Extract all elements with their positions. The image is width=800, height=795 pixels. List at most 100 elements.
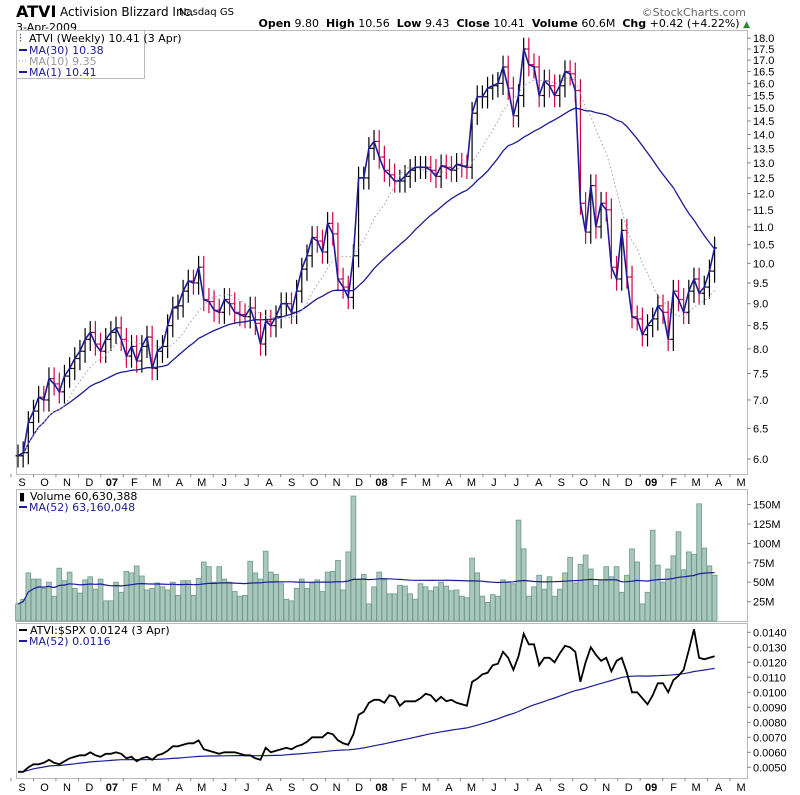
volume-axis-label: 100M bbox=[753, 538, 781, 550]
volume-bar bbox=[226, 581, 233, 622]
price-month-label: F bbox=[131, 477, 138, 489]
volume-bar bbox=[283, 598, 290, 622]
price-axis-label: 14.5 bbox=[753, 116, 774, 128]
volume-bar bbox=[77, 592, 83, 622]
volume-bar bbox=[92, 588, 99, 622]
ratio-month-label: J bbox=[221, 782, 227, 794]
ratio-axis-label: 0.0110 bbox=[753, 672, 786, 684]
volume-bar bbox=[464, 597, 470, 622]
ratio-month-label: S bbox=[288, 782, 295, 794]
volume-bar bbox=[231, 591, 238, 622]
volume-bar bbox=[298, 578, 305, 622]
volume-bar bbox=[618, 591, 625, 622]
price-month-label: S bbox=[288, 477, 295, 489]
ratio-legend-title: ATVI:$SPX 0.0124 (3 Apr) bbox=[30, 624, 170, 637]
ratio-axis-label: 0.0070 bbox=[753, 732, 787, 744]
volume-bar bbox=[329, 570, 336, 622]
price-axis-label: 17.5 bbox=[753, 44, 774, 56]
price-month-label: J bbox=[221, 477, 227, 489]
volume-bar bbox=[257, 578, 264, 622]
price-axis-label: 7.0 bbox=[753, 395, 768, 407]
volume-bar bbox=[97, 578, 104, 622]
volume-bar bbox=[133, 565, 140, 622]
volume-bar bbox=[593, 584, 599, 622]
price-month-label: N bbox=[333, 477, 341, 489]
ratio-ma-legend: MA(52) 0.0116 bbox=[29, 635, 111, 648]
volume-bar bbox=[551, 595, 558, 622]
volume-bar bbox=[242, 594, 248, 622]
low-label: Low bbox=[396, 17, 422, 30]
volume-bar bbox=[644, 591, 651, 622]
price-month-label: M bbox=[736, 477, 745, 489]
price-month-label: N bbox=[602, 477, 610, 489]
ratio-month-label: S bbox=[18, 782, 25, 794]
volume-bar bbox=[144, 589, 150, 622]
volume-bar bbox=[412, 598, 419, 622]
price-month-label: M bbox=[422, 477, 431, 489]
price-axis-label: 11.5 bbox=[753, 205, 774, 217]
volume-bar bbox=[443, 585, 450, 622]
ratio-month-label: M bbox=[152, 782, 161, 794]
ratio-month-label: F bbox=[401, 782, 408, 794]
ratio-axis-label: 0.0100 bbox=[753, 687, 787, 699]
volume-bar bbox=[649, 529, 656, 622]
volume-bar bbox=[448, 590, 455, 622]
volume-bar bbox=[572, 582, 579, 622]
volume-bar bbox=[541, 588, 548, 622]
volume-bar bbox=[701, 547, 708, 622]
volume-bar bbox=[206, 566, 212, 622]
volume-ma-line bbox=[17, 572, 715, 605]
price-month-label: N bbox=[63, 477, 71, 489]
price-axis-label: 6.0 bbox=[753, 454, 768, 466]
volume-bar bbox=[613, 566, 620, 622]
volume-axis-label: 125M bbox=[753, 519, 781, 531]
close-label: Close bbox=[456, 17, 490, 30]
high-value: 10.56 bbox=[358, 17, 390, 30]
price-month-label: F bbox=[401, 477, 408, 489]
volume-bar bbox=[113, 581, 119, 622]
volume-bar bbox=[15, 603, 21, 622]
volume-axis-label: 50M bbox=[753, 577, 774, 589]
ratio-month-label: A bbox=[445, 782, 453, 794]
price-month-label: A bbox=[715, 477, 723, 489]
ratio-month-label: J bbox=[514, 782, 520, 794]
price-axis-label: 17.0 bbox=[753, 55, 774, 67]
ratio-axis-label: 0.0060 bbox=[753, 747, 787, 759]
volume-bar bbox=[526, 595, 532, 622]
volume-bar bbox=[629, 548, 635, 622]
price-axis-label: 15.0 bbox=[753, 103, 774, 115]
price-month-label: O bbox=[579, 477, 588, 489]
volume-bar bbox=[711, 574, 718, 622]
ratio-month-label: N bbox=[63, 782, 71, 794]
volume-bar bbox=[458, 595, 465, 622]
volume-bar bbox=[660, 581, 666, 622]
low-value: 9.43 bbox=[424, 17, 450, 30]
volume-bar bbox=[696, 503, 702, 622]
price-axis-label: 13.0 bbox=[753, 158, 774, 170]
price-month-label: D bbox=[625, 477, 633, 489]
volume-bar bbox=[180, 580, 186, 622]
volume-bar bbox=[422, 586, 429, 622]
ratio-month-label: D bbox=[625, 782, 633, 794]
volume-bar bbox=[185, 580, 192, 622]
volume-bar bbox=[453, 589, 460, 622]
price-month-label: 09 bbox=[645, 477, 657, 489]
price-month-label: O bbox=[40, 477, 49, 489]
volume-bar bbox=[531, 586, 537, 622]
ma1-legend: MA(1) 10.41 bbox=[29, 66, 97, 79]
volume-bar bbox=[686, 551, 692, 622]
price-month-label: D bbox=[85, 477, 93, 489]
volume-bar bbox=[30, 578, 37, 622]
price-axis-label: 12.5 bbox=[753, 173, 774, 185]
volume-bar bbox=[319, 591, 326, 622]
volume-bar bbox=[391, 593, 398, 622]
volume-axis-label: 150M bbox=[753, 500, 781, 512]
volume-bar bbox=[371, 586, 377, 622]
volume-bar bbox=[159, 586, 166, 622]
price-month-label: 08 bbox=[375, 477, 387, 489]
ratio-month-label: A bbox=[535, 782, 543, 794]
price-month-label: M bbox=[467, 477, 476, 489]
volume-bar bbox=[35, 578, 42, 622]
volume-bar bbox=[484, 601, 491, 622]
volume-bar bbox=[520, 548, 527, 622]
